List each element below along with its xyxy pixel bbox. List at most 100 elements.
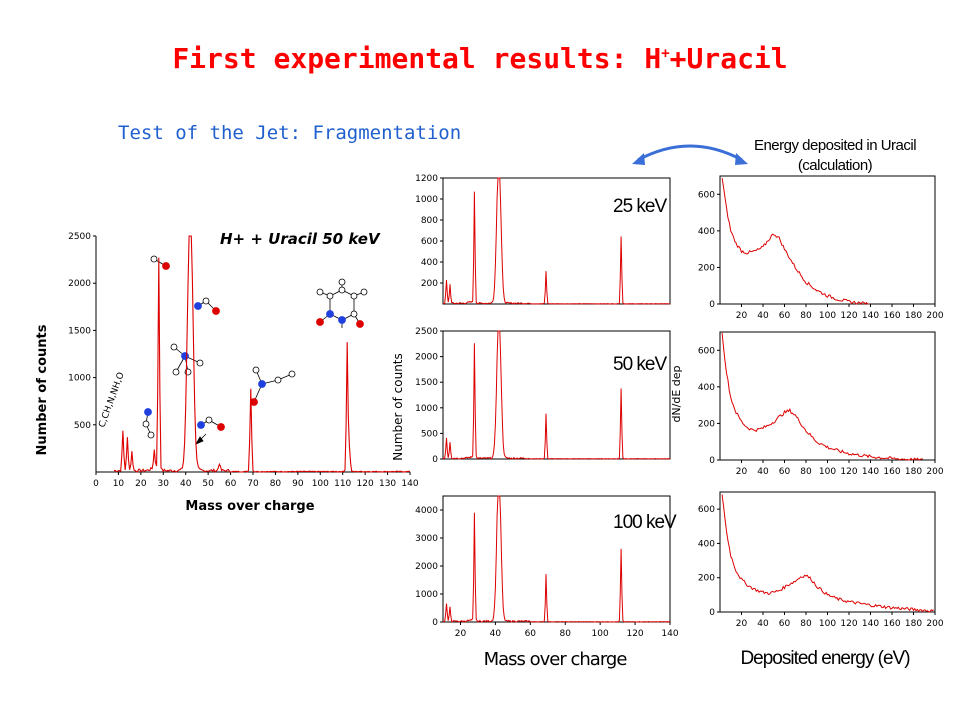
main-ytick-label: 1500 [68, 326, 91, 336]
main-xtick-label: 80 [270, 479, 282, 489]
mid2-xtick-label: 80 [560, 629, 572, 639]
uracil-molecule-icon [316, 278, 368, 328]
energy-deposit-25kev-chart: 0 200 400 600 20 40 60 80 100 120 140 160 180 200 [698, 175, 944, 321]
molecule-icon-28 [150, 255, 170, 270]
right1-series-line [721, 332, 924, 461]
right0-frame [719, 175, 936, 305]
mid0-ytick-label: 400 [421, 258, 438, 268]
main-ytick-label: 1000 [68, 374, 91, 384]
right-ylabel: dN/dE dep [670, 365, 683, 422]
right0-xtick-label: 100 [819, 311, 836, 321]
slide-subtitle: Test of the Jet: Fragmentation [118, 122, 462, 144]
right0-xtick-label: 180 [905, 311, 922, 321]
right2-xtick-label: 40 [757, 619, 769, 629]
energy-label-100kev: 100 keV [613, 512, 677, 533]
double-arrow-icon [632, 144, 748, 165]
energy-deposit-100kev-chart: Deposited energy (eV) 0 200 400 600 20 40 60 80… [698, 491, 944, 669]
mid2-xtick-label: 120 [626, 629, 643, 639]
main-chart-title: H+ + Uracil 50 keV [220, 230, 381, 248]
right0-ytick-label: 200 [698, 263, 715, 273]
mid2-ytick-label: 4000 [415, 506, 438, 516]
main-xtick-label: 70 [247, 479, 259, 489]
right2-ytick-label: 200 [698, 574, 715, 584]
main-xtick-label: 50 [202, 479, 214, 489]
molecule-icon-69 [250, 366, 296, 406]
right0-series-line [721, 177, 870, 305]
mid2-xtick-label: 140 [661, 629, 678, 639]
right1-xtick-label: 180 [905, 467, 922, 477]
right1-xtick-label: 200 [926, 467, 943, 477]
mid1-ytick-label: 2500 [415, 327, 438, 337]
right0-ytick-label: 600 [698, 190, 715, 200]
right1-xtick-label: 120 [840, 467, 857, 477]
right2-xtick-label: 60 [779, 619, 791, 629]
right0-xtick-label: 20 [736, 311, 748, 321]
right2-xtick-label: 180 [905, 619, 922, 629]
right2-ytick-label: 400 [698, 539, 715, 549]
main-ytick-label: 2000 [68, 279, 91, 289]
main-xtick-label: 60 [225, 479, 237, 489]
mid1-ytick-label: 1500 [415, 378, 438, 388]
mid0-ytick-label: 200 [421, 279, 438, 289]
mid1-ytick-label: 1000 [415, 404, 438, 414]
right0-xtick-label: 40 [757, 311, 769, 321]
mid-ylabel: Number of counts [391, 353, 405, 461]
mid2-xtick-label: 20 [455, 629, 467, 639]
mid0-ytick-label: 600 [421, 237, 438, 247]
right1-xtick-label: 20 [736, 467, 748, 477]
fragment-annotation: C,CH,N,NH,O [97, 371, 126, 429]
right1-ytick-label: 600 [698, 346, 715, 356]
molecule-icon-26 [142, 408, 155, 439]
main-xtick-label: 100 [312, 479, 329, 489]
molecule-icon-55 [195, 416, 225, 445]
molecule-icons [142, 255, 368, 445]
right0-xtick-label: 60 [779, 311, 791, 321]
right1-ytick-label: 0 [709, 456, 715, 466]
energy-label-25kev: 25 keV [613, 196, 667, 217]
right2-xtick-label: 160 [883, 619, 900, 629]
mid0-ytick-label: 1200 [415, 174, 438, 184]
right1-xtick-label: 80 [800, 467, 812, 477]
mid0-series-line [443, 177, 671, 305]
mid1-ytick-label: 500 [421, 429, 438, 439]
mid1-frame [442, 330, 671, 460]
right1-xtick-label: 160 [883, 467, 900, 477]
mid1-series-line [442, 330, 671, 460]
main-xtick-label: 140 [401, 479, 418, 489]
right2-xtick-label: 80 [800, 619, 812, 629]
right2-ytick-label: 0 [709, 608, 715, 618]
right1-xtick-label: 140 [862, 467, 879, 477]
mid2-xtick-label: 100 [592, 629, 609, 639]
mid2-xtick-label: 40 [490, 629, 502, 639]
main-xtick-label: 90 [292, 479, 304, 489]
energy-label-50kev: 50 keV [613, 354, 667, 375]
mid-xlabel: Mass over charge [484, 649, 628, 670]
right0-ytick-label: 400 [698, 227, 715, 237]
slide-title: First experimental results: H++Uracil [172, 42, 788, 75]
mid2-ytick-label: 1000 [415, 590, 438, 600]
right0-xtick-label: 80 [800, 311, 812, 321]
right0-xtick-label: 140 [862, 311, 879, 321]
energy-deposit-50kev-chart: dN/dE dep 0 200 400 600 20 40 60 80 100 120 140 160… [670, 331, 944, 477]
right0-xtick-label: 200 [926, 311, 943, 321]
mid1-ytick-label: 2000 [415, 353, 438, 363]
spectrum-100kev-chart: 100 keV Mass over charge 0 1000 2000 3000 40… [415, 495, 679, 670]
right2-ytick-label: 600 [698, 505, 715, 515]
main-ytick-label: 500 [74, 421, 91, 431]
right2-xtick-label: 140 [862, 619, 879, 629]
main-xtick-label: 120 [357, 479, 374, 489]
molecule-icon-42 [194, 297, 220, 315]
spectrum-25kev-chart: 25 keV 200 400 600 800 1000 1200 [415, 174, 671, 305]
right2-series-line [721, 494, 934, 613]
right2-xtick-label: 120 [840, 619, 857, 629]
right1-ytick-label: 400 [698, 383, 715, 393]
main-xtick-label: 110 [334, 479, 351, 489]
right0-xtick-label: 160 [883, 311, 900, 321]
main-series-line [113, 235, 411, 473]
main-xtick-label: 130 [379, 479, 396, 489]
mid2-ytick-label: 3000 [415, 534, 438, 544]
mid2-ytick-label: 0 [432, 618, 438, 628]
right1-ytick-label: 200 [698, 419, 715, 429]
main-xtick-label: 40 [180, 479, 192, 489]
calc-title-line2: (calculation) [797, 157, 873, 174]
